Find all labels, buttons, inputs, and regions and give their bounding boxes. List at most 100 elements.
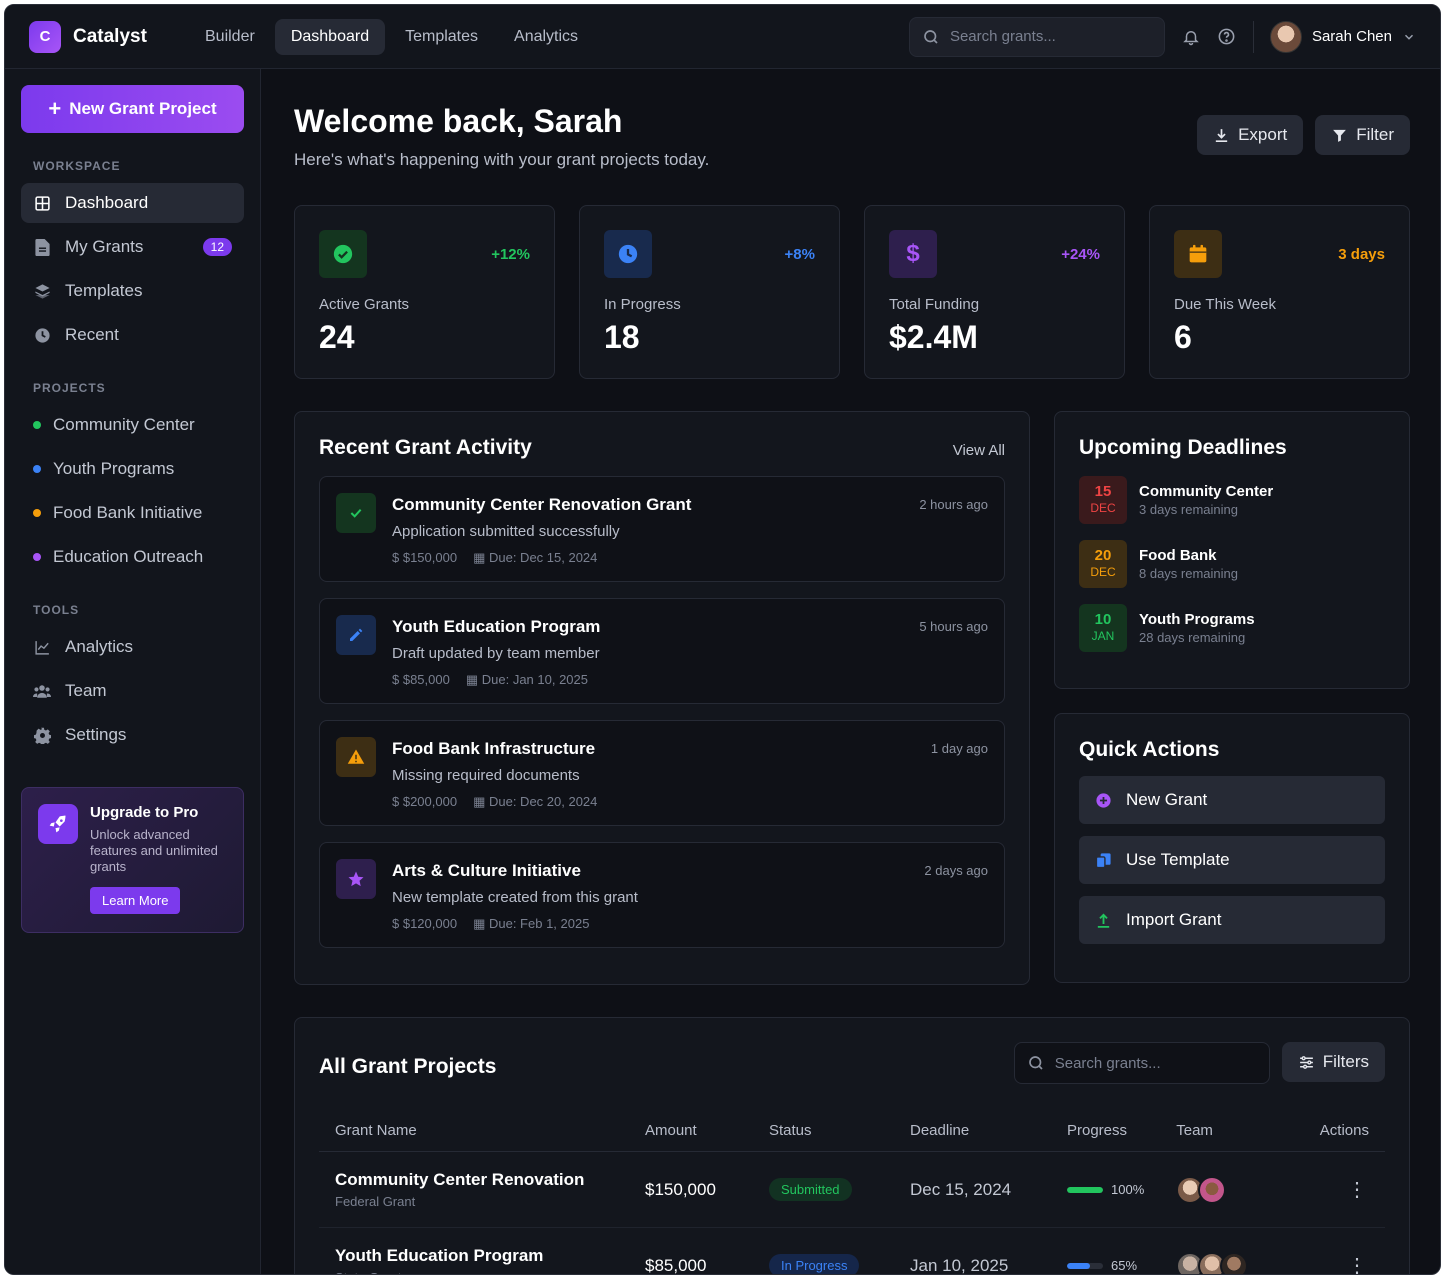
deadline-name: Youth Programs [1139,611,1255,628]
funnel-icon [1331,127,1348,144]
all-grant-projects-card: All Grant Projects Filters [294,1017,1410,1274]
projects-search-input[interactable] [1054,1054,1257,1072]
column-header[interactable]: Status [753,1114,894,1152]
main-content: Welcome back, Sarah Here's what's happen… [294,69,1410,1274]
nav-templates[interactable]: Templates [405,27,479,45]
column-header[interactable]: Amount [629,1114,753,1152]
stat-delta: +24% [1061,246,1100,263]
sidebar-item-team[interactable]: Team [21,671,244,711]
sidebar-project-youth-programs[interactable]: Youth Programs [21,449,244,489]
sidebar-item-label: Dashboard [65,193,149,212]
column-header[interactable]: Grant Name [319,1114,629,1152]
quick-action-label: Import Grant [1126,910,1222,929]
learn-more-button[interactable]: Learn More [90,887,181,914]
grant-name[interactable]: Community Center Renovation [335,1170,585,1189]
stats-row: +12% Active Grants 24 +8% In Progress 18… [294,205,1410,379]
team-avatars[interactable] [1176,1175,1261,1204]
chevron-down-icon [1402,30,1416,44]
table-row[interactable]: Community Center Renovation Federal Gran… [319,1151,1385,1228]
stat-label: Total Funding [889,296,980,313]
nav-dashboard[interactable]: Dashboard [274,18,386,55]
filter-label: Filter [1356,125,1394,144]
sidebar-item-settings[interactable]: Settings [21,715,244,755]
progress-label: 100% [1111,1182,1145,1197]
check-icon [336,493,376,533]
sidebar-item-recent[interactable]: Recent [21,315,244,355]
upgrade-title: Upgrade to Pro [90,804,199,821]
use-template-button[interactable]: Use Template [1079,836,1385,884]
welcome-header: Welcome back, Sarah Here's what's happen… [294,103,1410,170]
sidebar-item-label: Education Outreach [53,547,204,566]
top-bar: C Catalyst Builder Dashboard Templates A… [5,5,1440,69]
stat-value: 24 [319,319,355,355]
nav-analytics[interactable]: Analytics [514,27,579,45]
quick-actions-card: Quick Actions New Grant Use Template Imp… [1054,713,1410,983]
nav-builder[interactable]: Builder [205,27,255,45]
user-menu[interactable]: Sarah Chen [1269,20,1416,53]
stat-delta: +12% [491,246,530,263]
sidebar-item-analytics[interactable]: Analytics [21,627,244,667]
deadline-item[interactable]: 10 JAN Youth Programs 28 days remaining [1079,604,1385,652]
column-header[interactable]: Deadline [894,1114,1051,1152]
search-input[interactable] [949,28,1152,45]
grant-type: Federal Grant [335,1194,416,1209]
stat-card-in-progress[interactable]: +8% In Progress 18 [579,205,840,379]
column-header[interactable]: Progress [1051,1114,1161,1152]
status-badge: In Progress [769,1254,860,1274]
activity-item[interactable]: Community Center Renovation Grant Applic… [319,476,1005,582]
dollar-icon: $ [392,550,403,565]
sidebar-project-food-bank[interactable]: Food Bank Initiative [21,493,244,533]
app-name: Catalyst [73,25,147,47]
card-title: All Grant Projects [319,1055,497,1078]
sidebar-item-label: Team [65,681,107,700]
help-icon[interactable] [1217,27,1237,47]
projects-search[interactable] [1013,1042,1270,1084]
activity-item[interactable]: Arts & Culture Initiative New template c… [319,842,1005,948]
team-avatars[interactable] [1176,1251,1261,1274]
export-button[interactable]: Export [1197,115,1304,155]
gear-icon [33,726,51,744]
layers-icon [33,282,51,300]
activity-title: Arts & Culture Initiative [392,861,581,880]
stat-label: Due This Week [1174,296,1276,313]
deadline-name: Food Bank [1139,547,1217,564]
view-all-link[interactable]: View All [952,442,1005,459]
page-title: Welcome back, Sarah [294,103,623,139]
new-grant-project-button[interactable]: + New Grant Project [21,85,244,133]
sidebar-project-education-outreach[interactable]: Education Outreach [21,537,244,577]
table-row[interactable]: Youth Education Program State Grant $85,… [319,1227,1385,1274]
new-grant-button[interactable]: New Grant [1079,776,1385,824]
sidebar-item-my-grants[interactable]: My Grants 12 [21,227,244,267]
more-actions-icon[interactable]: ⋮ [1277,1151,1385,1228]
activity-item[interactable]: Youth Education Program Draft updated by… [319,598,1005,704]
stat-card-total-funding[interactable]: $ +24% Total Funding $2.4M [864,205,1125,379]
star-icon [336,859,376,899]
deadline-remaining: 3 days remaining [1139,502,1238,517]
grid-icon [33,194,51,212]
import-grant-button[interactable]: Import Grant [1079,896,1385,944]
projects-section-label: PROJECTS [33,381,106,395]
logo[interactable]: C Catalyst [29,20,179,53]
deadline-day: 20 [1094,547,1112,564]
activity-amount: $85,000 [402,672,450,687]
more-actions-icon[interactable]: ⋮ [1277,1227,1385,1274]
sidebar-item-dashboard[interactable]: Dashboard [21,183,244,223]
sidebar-item-label: Community Center [53,415,195,434]
stat-card-active-grants[interactable]: +12% Active Grants 24 [294,205,555,379]
app-window: C Catalyst Builder Dashboard Templates A… [4,4,1441,1275]
bell-icon[interactable] [1181,27,1201,47]
filters-label: Filters [1322,1052,1369,1071]
sidebar-project-community-center[interactable]: Community Center [21,405,244,445]
stat-card-due-this-week[interactable]: 3 days Due This Week 6 [1149,205,1410,379]
logo-mark: C [29,20,61,53]
deadline-date: 10 JAN [1079,604,1127,652]
deadline-item[interactable]: 20 DEC Food Bank 8 days remaining [1079,540,1385,588]
deadline-item[interactable]: 15 DEC Community Center 3 days remaining [1079,476,1385,524]
filters-button[interactable]: Filters [1281,1042,1385,1082]
filter-button[interactable]: Filter [1315,115,1410,155]
sidebar-item-templates[interactable]: Templates [21,271,244,311]
global-search[interactable] [908,16,1165,57]
grant-name[interactable]: Youth Education Program [335,1246,544,1265]
my-grants-count-badge: 12 [202,238,232,256]
activity-item[interactable]: Food Bank Infrastructure Missing require… [319,720,1005,826]
